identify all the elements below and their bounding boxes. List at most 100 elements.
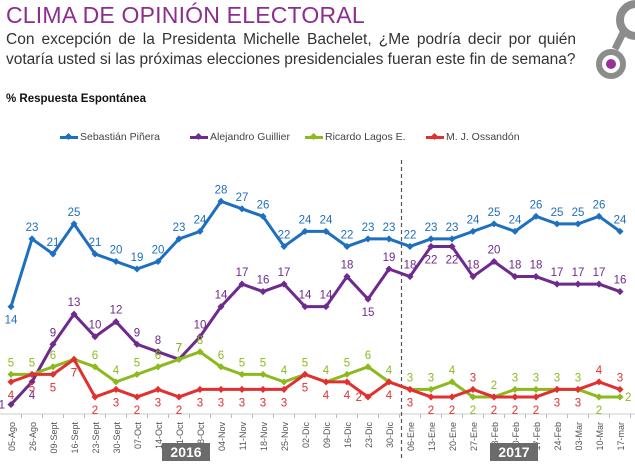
data-point-marker bbox=[364, 235, 372, 243]
data-label: 6 bbox=[155, 350, 161, 362]
data-label: 3 bbox=[512, 372, 518, 384]
data-label: 23 bbox=[446, 222, 459, 234]
data-point-marker bbox=[70, 220, 78, 228]
data-label: 6 bbox=[50, 350, 56, 362]
data-label: 14 bbox=[215, 290, 228, 302]
data-point-marker bbox=[616, 227, 624, 235]
data-label: 3 bbox=[197, 397, 203, 409]
data-label: 17 bbox=[278, 267, 291, 279]
data-point-marker bbox=[280, 280, 288, 288]
data-point-marker bbox=[595, 212, 603, 220]
data-point-marker bbox=[553, 220, 561, 228]
data-label: 3 bbox=[281, 397, 287, 409]
data-point-marker bbox=[364, 393, 372, 401]
data-point-marker bbox=[259, 370, 267, 378]
data-point-marker bbox=[322, 378, 330, 386]
data-label: 5 bbox=[239, 357, 245, 369]
data-label: 24 bbox=[299, 214, 312, 226]
data-label: 3 bbox=[470, 372, 476, 384]
data-label: 14 bbox=[320, 290, 333, 302]
data-label: 3 bbox=[239, 397, 245, 409]
data-label: 6 bbox=[218, 350, 224, 362]
x-tick-label: 10-Mar bbox=[595, 422, 605, 451]
data-label: 5 bbox=[29, 382, 35, 394]
data-label: 8 bbox=[197, 335, 203, 347]
data-point-marker bbox=[112, 257, 120, 266]
x-tick-label: 18-Nov bbox=[259, 422, 269, 452]
data-label: 4 bbox=[386, 390, 393, 402]
line-chart: 05-Ago 26-Ago 09-Sept 16-Sept 23-Sept 30-Sept… bbox=[0, 160, 635, 460]
data-label: 18 bbox=[404, 260, 417, 272]
data-label: 24 bbox=[614, 214, 627, 226]
data-label: 23 bbox=[383, 222, 396, 234]
data-label: 24 bbox=[509, 214, 522, 226]
data-label: 20 bbox=[488, 244, 501, 256]
data-point-marker bbox=[7, 370, 15, 378]
data-point-marker bbox=[553, 280, 561, 288]
x-tick-label: 07-Oct bbox=[133, 422, 143, 450]
page-title: CLIMA DE OPINIÓN ELECTORAL bbox=[6, 2, 365, 28]
data-label: 5 bbox=[302, 357, 308, 369]
chart-subtitle: % Respuesta Espontánea bbox=[6, 93, 146, 105]
data-point-marker bbox=[217, 303, 225, 311]
data-point-marker bbox=[427, 393, 435, 401]
x-tick-label: 28-Oct bbox=[196, 422, 206, 450]
data-point-marker bbox=[301, 227, 309, 235]
data-point-marker bbox=[175, 355, 183, 363]
data-label: 24 bbox=[194, 214, 207, 226]
x-tick-label: 10-Feb bbox=[511, 422, 521, 451]
data-point-marker bbox=[343, 370, 351, 378]
x-tick-label: 24-Feb bbox=[553, 422, 563, 451]
data-point-marker bbox=[448, 242, 456, 250]
x-tick-label: 30-Dic bbox=[385, 422, 395, 449]
data-point-marker bbox=[175, 393, 183, 401]
data-label: 2 bbox=[449, 405, 455, 417]
data-point-marker bbox=[448, 235, 456, 243]
data-label: 26 bbox=[530, 199, 543, 211]
x-tick-label: 03-Feb bbox=[490, 422, 500, 451]
data-label: 4 bbox=[449, 365, 456, 377]
data-point-marker bbox=[28, 235, 36, 243]
data-point-marker bbox=[154, 348, 162, 356]
data-label: 4 bbox=[323, 390, 330, 402]
data-label: 15 bbox=[362, 307, 375, 319]
x-tick-label: 11-Nov bbox=[238, 422, 248, 451]
x-tick-label: 06-Ene bbox=[406, 422, 416, 451]
legend-label: Sebastián Piñera bbox=[80, 131, 160, 143]
data-label: 7 bbox=[71, 367, 77, 379]
legend-item-ossandon: M. J. Ossandón bbox=[426, 131, 520, 143]
data-label: 2 bbox=[134, 405, 140, 417]
data-point-marker bbox=[469, 385, 477, 393]
data-label: 4 bbox=[281, 365, 288, 377]
data-point-marker bbox=[448, 378, 456, 386]
data-label: 20 bbox=[152, 244, 165, 256]
series-line-0 bbox=[9, 199, 621, 308]
data-point-marker bbox=[133, 340, 141, 348]
data-point-marker bbox=[154, 257, 162, 266]
data-point-marker bbox=[427, 242, 435, 250]
data-label: 5 bbox=[260, 357, 266, 369]
data-label: 16 bbox=[257, 275, 270, 287]
data-point-marker bbox=[7, 303, 15, 311]
x-tick-label: 23-Dic bbox=[364, 422, 374, 449]
data-point-marker bbox=[112, 318, 120, 326]
data-label: 17 bbox=[593, 267, 606, 279]
data-point-marker bbox=[574, 280, 582, 288]
year-label-2017: 2017 bbox=[490, 443, 538, 461]
data-label: 3 bbox=[533, 372, 539, 384]
data-label: 1 bbox=[0, 399, 5, 411]
x-tick-label: 14-Oct bbox=[154, 422, 164, 450]
data-label: 19 bbox=[383, 252, 396, 264]
data-label: 23 bbox=[425, 222, 438, 234]
x-tick-label: 23-Sept bbox=[91, 422, 101, 454]
data-label: 3 bbox=[554, 397, 560, 409]
data-label: 4 bbox=[386, 365, 393, 377]
legend-item-guillier: Alejandro Guillier bbox=[190, 131, 290, 143]
chart-legend: Sebastián Piñera Alejandro Guillier Rica… bbox=[0, 131, 635, 147]
data-point-marker bbox=[322, 227, 330, 235]
x-tick-label: 03-Mar bbox=[574, 422, 584, 451]
data-label: 14 bbox=[299, 290, 312, 302]
x-tick-label: 05-Ago bbox=[7, 422, 17, 451]
data-label: 3 bbox=[113, 397, 119, 409]
data-point-marker bbox=[406, 242, 414, 250]
